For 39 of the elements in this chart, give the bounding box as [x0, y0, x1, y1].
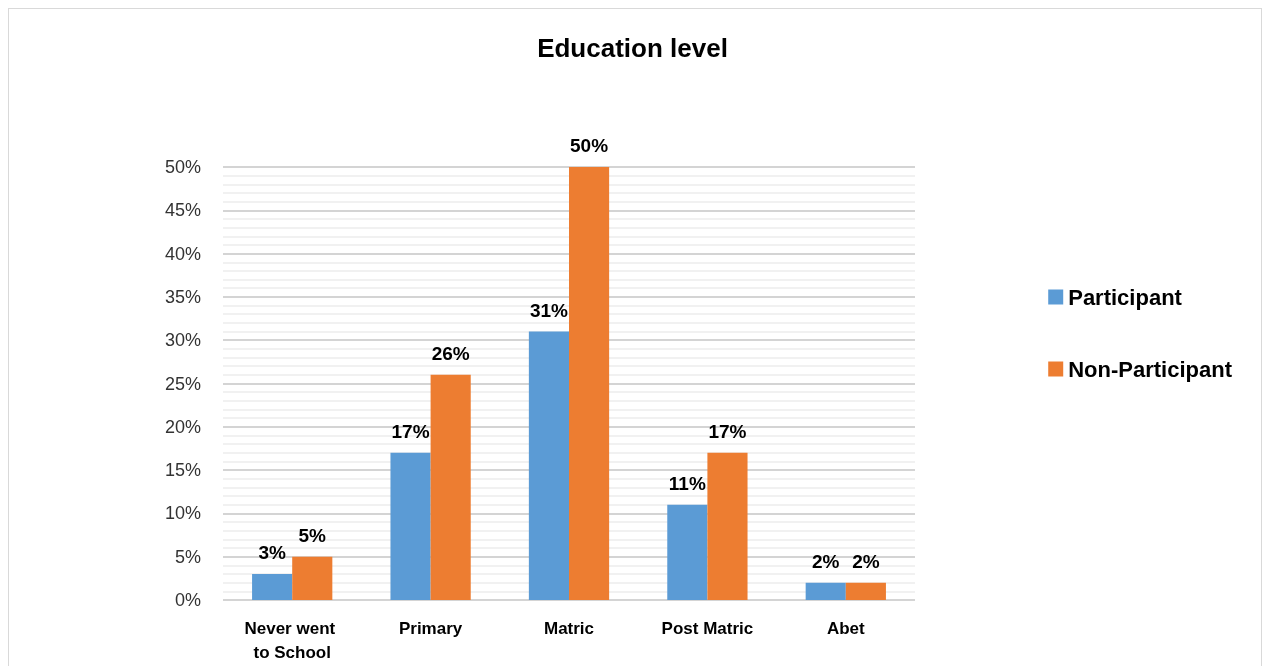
bar [390, 452, 431, 600]
y-tick-label: 40% [164, 243, 201, 264]
y-tick-label: 20% [164, 416, 201, 437]
y-tick-label: 35% [164, 286, 201, 307]
x-tick-label: Primary [398, 618, 463, 638]
data-label: 11% [668, 472, 706, 494]
data-label: 31% [529, 299, 569, 321]
bar [292, 556, 333, 600]
y-tick-label: 0% [174, 590, 201, 610]
data-label: 50% [570, 135, 609, 156]
chart-title: Education level [537, 33, 728, 63]
y-tick-label: 30% [164, 330, 201, 351]
y-tick-label: 15% [164, 460, 201, 481]
data-label: 3% [258, 542, 286, 564]
y-tick-label: 45% [164, 200, 201, 221]
y-tick-label: 5% [174, 546, 201, 567]
legend-label: Participant [1068, 284, 1183, 310]
data-label: 17% [708, 420, 747, 442]
bar [528, 331, 569, 600]
data-label: 17% [391, 420, 430, 442]
data-label: 5% [298, 524, 327, 546]
data-label: 26% [431, 342, 470, 364]
legend-label: Non-Participant [1068, 356, 1233, 382]
data-label: 2% [812, 550, 840, 572]
bar [569, 167, 610, 600]
bar [805, 582, 846, 600]
data-label: 2% [852, 550, 880, 572]
bar [707, 452, 748, 600]
bar [430, 374, 471, 600]
y-tick-label: 25% [164, 373, 201, 394]
bar [252, 574, 293, 600]
x-tick-label: Never went to School [244, 618, 340, 662]
x-tick-label: Abet [826, 618, 866, 638]
x-tick-label: Matric [543, 618, 595, 638]
bar [845, 582, 886, 600]
bar [667, 504, 708, 600]
x-tick-label: Post Matric [661, 618, 754, 638]
y-tick-label: 50% [164, 157, 201, 177]
y-tick-label: 10% [164, 503, 201, 524]
